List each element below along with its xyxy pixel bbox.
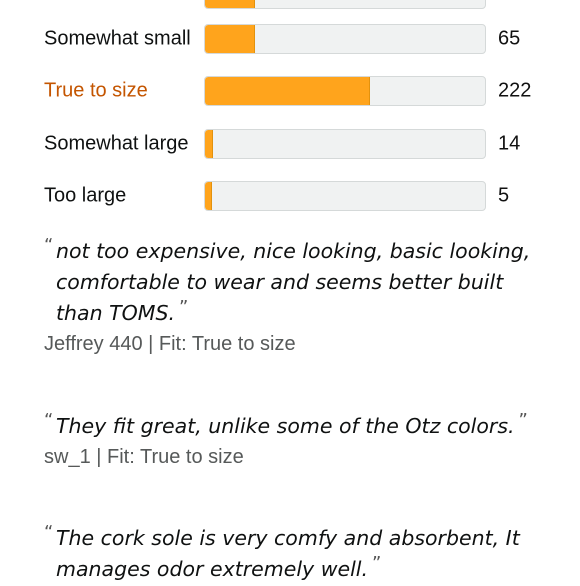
- fit-row-somewhat-small[interactable]: Somewhat small 65: [0, 21, 580, 57]
- review-attribution[interactable]: sw_1 | Fit: True to size: [44, 446, 244, 468]
- fit-label[interactable]: Too large: [44, 184, 127, 207]
- fit-label[interactable]: Somewhat small: [44, 27, 191, 50]
- review-quote: “not too expensive, nice looking, basic …: [44, 235, 544, 330]
- review-snippet[interactable]: “The cork sole is very comfy and absorbe…: [44, 522, 544, 586]
- fit-bar[interactable]: [204, 129, 486, 159]
- review-quote: “The cork sole is very comfy and absorbe…: [44, 522, 544, 586]
- fit-bar[interactable]: [204, 76, 486, 106]
- review-attribution[interactable]: Jeffrey 440 | Fit: True to size: [44, 333, 296, 355]
- open-quote-mark: “: [44, 522, 54, 543]
- close-quote-mark: ”: [178, 297, 189, 318]
- fit-bar[interactable]: [204, 181, 486, 211]
- fit-label[interactable]: Somewhat large: [44, 132, 189, 155]
- fit-count: 14: [498, 132, 521, 155]
- fit-bar-fill: [205, 0, 256, 8]
- review-snippet[interactable]: “not too expensive, nice looking, basic …: [44, 235, 544, 356]
- fit-count: 65: [498, 27, 521, 50]
- fit-bar[interactable]: [204, 0, 486, 9]
- open-quote-mark: “: [44, 410, 54, 431]
- review-quote-text: The cork sole is very comfy and absorben…: [56, 526, 520, 581]
- fit-bar-fill: [205, 182, 212, 210]
- fit-count: 5: [498, 184, 510, 207]
- fit-bar-fill: [205, 130, 214, 158]
- fit-bar[interactable]: [204, 24, 486, 54]
- review-quote-text: They fit great, unlike some of the Otz c…: [56, 414, 515, 438]
- fit-count: 222: [498, 79, 532, 102]
- close-quote-mark: ”: [371, 553, 382, 574]
- fit-row-true-to-size[interactable]: True to size 222: [0, 73, 580, 109]
- fit-label-selected[interactable]: True to size: [44, 79, 148, 102]
- open-quote-mark: “: [44, 235, 54, 256]
- close-quote-mark: ”: [518, 410, 528, 431]
- review-snippet[interactable]: “They fit great, unlike some of the Otz …: [44, 410, 544, 469]
- review-quote-text: not too expensive, nice looking, basic l…: [56, 239, 531, 325]
- review-quote: “They fit great, unlike some of the Otz …: [44, 410, 544, 443]
- fit-bar-fill: [205, 25, 256, 53]
- fit-bar-fill: [205, 77, 371, 105]
- fit-row-partial[interactable]: [0, 0, 580, 12]
- fit-row-somewhat-large[interactable]: Somewhat large 14: [0, 126, 580, 162]
- fit-row-too-large[interactable]: Too large 5: [0, 178, 580, 214]
